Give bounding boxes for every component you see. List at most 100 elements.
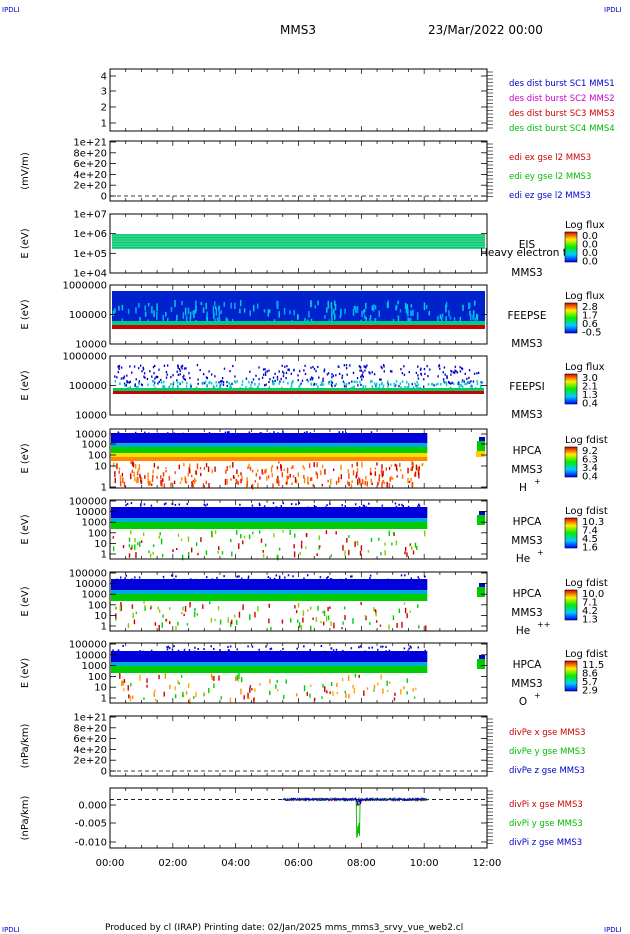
feepsi-pixel: [468, 369, 471, 372]
speckle: [202, 509, 205, 512]
speckle: [296, 619, 299, 623]
speckle: [183, 433, 186, 436]
feepsi-pixel: [366, 364, 368, 367]
speckle: [270, 647, 273, 650]
feepsi-pixel: [427, 383, 430, 386]
feepse-pixel: [189, 311, 192, 320]
speckle: [155, 698, 157, 702]
speckle: [354, 541, 356, 548]
feepsi-pixel: [417, 365, 419, 368]
speckle: [216, 435, 218, 438]
speckle: [375, 433, 378, 436]
feepsi-pixel: [176, 381, 179, 384]
feepse-pixel: [416, 312, 419, 320]
speckle: [265, 650, 268, 653]
speckle: [120, 605, 123, 611]
speckle: [315, 617, 318, 623]
feepsi-pixel: [459, 384, 462, 387]
speckle: [409, 433, 411, 436]
speckle: [181, 554, 184, 561]
speckle: [123, 679, 126, 683]
speckle: [408, 508, 411, 511]
speckle: [316, 462, 318, 468]
feepse-pixel: [361, 310, 363, 318]
feepse-pixel: [170, 306, 173, 312]
speckle: [268, 579, 271, 582]
feepsi-pixel: [387, 383, 390, 386]
speckle: [363, 433, 365, 436]
speckle: [213, 647, 215, 650]
speckle: [138, 576, 141, 579]
speckle: [211, 469, 214, 474]
feepsi-pixel: [271, 381, 274, 385]
speckle: [153, 435, 156, 438]
speckle: [417, 576, 419, 579]
y-axis-label: E (eV): [20, 299, 31, 329]
speckle: [168, 647, 171, 650]
speckle: [119, 673, 121, 679]
feepsi-pixel: [375, 384, 377, 387]
feepse-pixel: [249, 310, 251, 317]
y-tick-label: 10000: [75, 340, 107, 351]
speckle: [399, 463, 401, 467]
feepse-pixel: [213, 312, 215, 319]
feepsi-pixel: [290, 386, 292, 390]
feepsi-pixel: [440, 383, 442, 386]
speckle: [233, 476, 236, 479]
speckle: [152, 551, 154, 555]
feepsi-pixel: [455, 370, 457, 373]
speckle: [276, 466, 279, 470]
colorbar-tick-label: 10.0: [582, 589, 604, 600]
feepsi-pixel: [464, 382, 466, 386]
speckle: [356, 471, 358, 477]
feepse-pixel: [445, 304, 447, 313]
feepsi-pixel: [424, 372, 426, 376]
feepse-pixel: [364, 314, 366, 319]
feepsi-pixel: [362, 375, 365, 378]
feepsi-pixel: [362, 371, 364, 374]
speckle: [193, 477, 196, 484]
colorbar-tick-label: 7.1: [582, 598, 598, 609]
feepsi-pixel: [331, 381, 333, 384]
speckle: [293, 551, 296, 558]
speckle: [174, 653, 177, 656]
speckle: [386, 689, 389, 692]
feepsi-pixel: [309, 378, 312, 381]
speckle: [273, 533, 275, 538]
y-tick-label: 100000: [69, 310, 107, 321]
speckle: [151, 483, 153, 486]
speckle: [202, 483, 205, 488]
feepsi-pixel: [447, 380, 450, 384]
speckle: [145, 507, 147, 510]
speckle: [166, 648, 169, 651]
band-green: [111, 594, 428, 601]
speckle: [168, 475, 170, 481]
feepsi-pixel: [360, 375, 362, 378]
speckle: [406, 613, 408, 619]
speckle: [296, 693, 298, 697]
speckle: [276, 479, 278, 484]
feepsi-pixel: [179, 373, 181, 376]
speckle: [280, 464, 282, 469]
speckle: [230, 539, 232, 543]
speckle: [250, 507, 253, 510]
y-tick-label: 1000: [82, 590, 107, 601]
speckle: [346, 537, 348, 543]
speckle: [289, 473, 291, 478]
feepsi-pixel: [300, 382, 302, 385]
speckle: [425, 625, 427, 631]
speckle: [374, 434, 376, 437]
feepse-pixel: [439, 314, 442, 320]
feepsi-pixel: [282, 370, 284, 373]
feepse-pixel: [283, 308, 286, 315]
colorbar-tick-label: 9.2: [582, 446, 598, 457]
speckle: [364, 615, 367, 618]
legend-entry: des dist burst SC1 MMS1: [509, 79, 615, 89]
speckle: [227, 646, 229, 649]
speckle: [225, 469, 227, 474]
speckle: [315, 471, 317, 475]
speckle: [335, 648, 338, 651]
feepse-pixel: [268, 309, 271, 313]
speckle: [125, 504, 127, 507]
